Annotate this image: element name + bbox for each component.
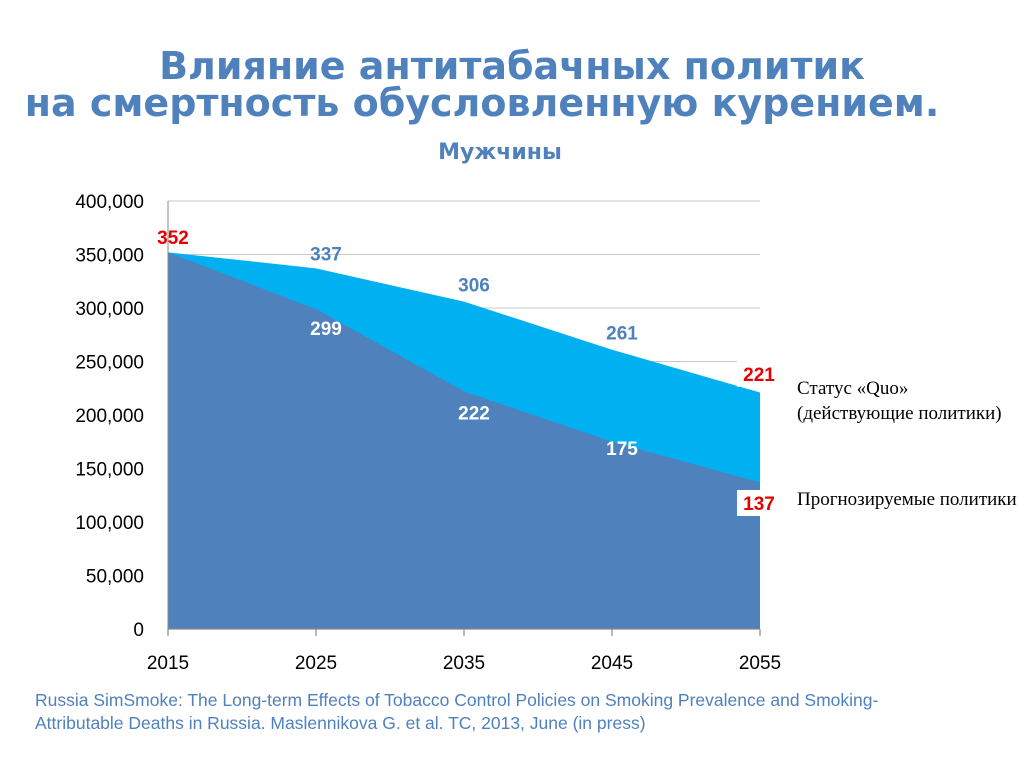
page-title-line-2: на смертность обусловленную курением. (24, 81, 940, 125)
data-label-quo-2055-background (737, 361, 781, 387)
y-tick-label: 350,000 (75, 246, 144, 267)
x-tick-label: 2025 (295, 653, 337, 674)
data-label-quo-2025: 337 (310, 244, 342, 265)
x-tick-label: 2015 (147, 653, 189, 674)
data-label-quo-2045: 261 (606, 324, 638, 345)
y-tick-label: 0 (133, 620, 144, 641)
x-tick-label: 2045 (591, 653, 633, 674)
legend-projected: Прогнозируемые политики (797, 489, 1017, 510)
x-tick-label: 2055 (739, 653, 781, 674)
data-label-2015: 352 (157, 228, 189, 249)
y-tick-label: 50,000 (86, 567, 144, 588)
y-tick-label: 200,000 (75, 406, 144, 427)
y-tick-label: 300,000 (75, 299, 144, 320)
data-label-projected-2035: 222 (458, 403, 490, 424)
chart-areas (168, 252, 760, 630)
data-label-projected-2055-background (737, 490, 781, 516)
source-citation-line-1: Russia SimSmoke: The Long-term Effects o… (35, 690, 879, 710)
data-label-projected-2025: 299 (310, 319, 342, 340)
legend-status-quo: Статус «Quo» (действующие политики) (797, 378, 1002, 424)
y-tick-label: 100,000 (75, 513, 144, 534)
y-tick-label: 400,000 (75, 192, 144, 213)
page-title-line-1: Влияние антитабачных политик (159, 44, 865, 88)
data-label-projected-2055: 137 (743, 494, 775, 515)
data-label-quo-2035: 306 (458, 276, 490, 297)
data-labels: 352 337 306 261 221 299 222 175 137 (157, 228, 781, 516)
chart-axes: 0 50,000 100,000 150,000 200,000 250,000 300,0… (75, 192, 781, 674)
chart-subtitle: Мужчины (438, 140, 562, 165)
area-series-2 (168, 252, 760, 630)
y-tick-label: 150,000 (75, 460, 144, 481)
x-tick-label: 2035 (443, 653, 485, 674)
data-label-quo-2055: 221 (743, 365, 775, 386)
y-tick-label: 250,000 (75, 353, 144, 374)
source-citation-line-2: Attributable Deaths in Russia. Maslennik… (35, 713, 646, 733)
data-label-projected-2045: 175 (606, 439, 638, 460)
